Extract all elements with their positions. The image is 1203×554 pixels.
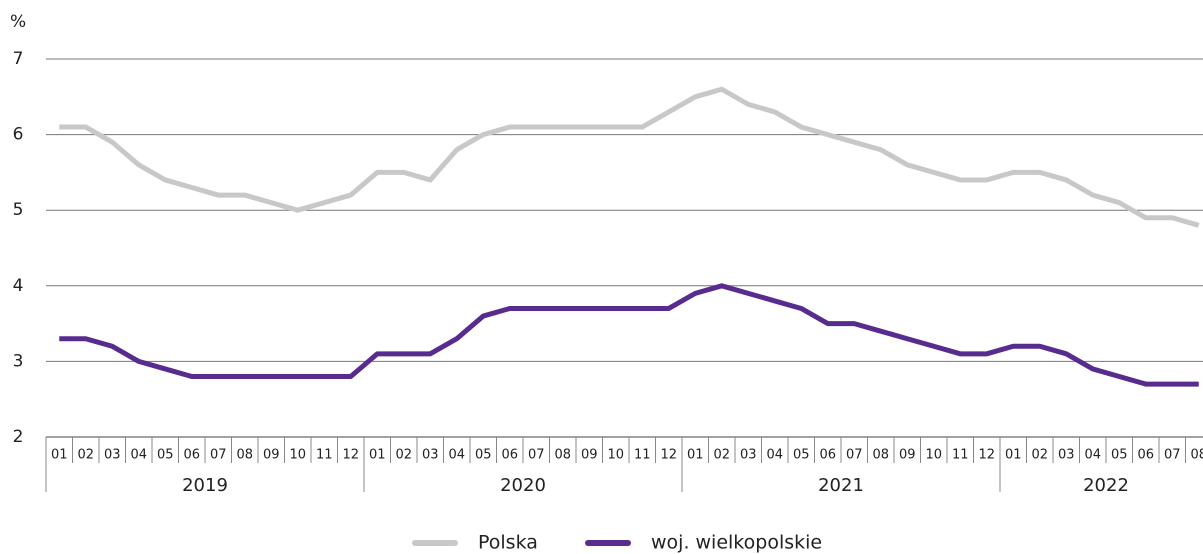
x-tick-label: 02 bbox=[1031, 448, 1048, 463]
x-tick-label: 05 bbox=[157, 448, 174, 463]
x-tick-label: 04 bbox=[1084, 448, 1101, 463]
x-tick-label: 09 bbox=[263, 448, 280, 463]
x-tick-label: 10 bbox=[607, 448, 624, 463]
legend-label: Polska bbox=[478, 532, 538, 554]
x-tick-label: 04 bbox=[766, 448, 783, 463]
x-tick-label: 03 bbox=[1058, 448, 1075, 463]
x-tick-label: 08 bbox=[236, 448, 253, 463]
y-tick-label: 2 bbox=[13, 427, 24, 447]
x-tick-label: 06 bbox=[183, 448, 200, 463]
year-label: 2020 bbox=[500, 475, 546, 496]
y-tick-label: 4 bbox=[13, 276, 24, 296]
x-tick-label: 09 bbox=[581, 448, 598, 463]
x-tick-label: 03 bbox=[422, 448, 439, 463]
year-label: 2021 bbox=[818, 475, 864, 496]
x-tick-label: 08 bbox=[554, 448, 571, 463]
x-tick-label: 01 bbox=[1005, 448, 1022, 463]
x-tick-label: 03 bbox=[740, 448, 757, 463]
legend-label: woj. wielkopolskie bbox=[651, 532, 822, 554]
y-tick-label: 5 bbox=[13, 200, 24, 220]
y-axis-label: % bbox=[10, 12, 26, 32]
x-tick-label: 01 bbox=[687, 448, 704, 463]
x-tick-label: 01 bbox=[369, 448, 386, 463]
x-tick-label: 07 bbox=[846, 448, 863, 463]
x-tick-label: 08 bbox=[1190, 448, 1203, 463]
x-tick-label: 08 bbox=[872, 448, 889, 463]
x-tick-label: 02 bbox=[77, 448, 94, 463]
x-tick-label: 06 bbox=[501, 448, 518, 463]
year-label: 2019 bbox=[182, 475, 228, 496]
y-tick-label: 7 bbox=[13, 49, 24, 69]
y-tick-label: 6 bbox=[13, 125, 24, 145]
x-tick-label: 05 bbox=[475, 448, 492, 463]
year-label: 2022 bbox=[1083, 475, 1129, 496]
series-line bbox=[59, 283, 1199, 387]
x-tick-label: 10 bbox=[925, 448, 942, 463]
x-tick-label: 07 bbox=[1164, 448, 1181, 463]
x-tick-label: 07 bbox=[210, 448, 227, 463]
series-line bbox=[59, 86, 1200, 228]
x-tick-label: 03 bbox=[104, 448, 121, 463]
x-tick-label: 12 bbox=[342, 448, 359, 463]
x-tick-label: 10 bbox=[289, 448, 306, 463]
x-tick-label: 11 bbox=[952, 448, 969, 463]
x-tick-label: 06 bbox=[819, 448, 836, 463]
x-tick-label: 12 bbox=[660, 448, 677, 463]
x-tick-label: 04 bbox=[448, 448, 465, 463]
x-tick-label: 11 bbox=[316, 448, 333, 463]
x-tick-label: 02 bbox=[395, 448, 412, 463]
x-tick-label: 04 bbox=[130, 448, 147, 463]
x-tick-label: 05 bbox=[793, 448, 810, 463]
x-tick-label: 09 bbox=[899, 448, 916, 463]
x-tick-label: 02 bbox=[713, 448, 730, 463]
x-tick-label: 06 bbox=[1137, 448, 1154, 463]
x-tick-label: 07 bbox=[528, 448, 545, 463]
y-tick-label: 3 bbox=[13, 351, 24, 371]
x-tick-label: 12 bbox=[978, 448, 995, 463]
x-tick-label: 05 bbox=[1111, 448, 1128, 463]
x-tick-label: 01 bbox=[51, 448, 68, 463]
x-tick-label: 11 bbox=[634, 448, 651, 463]
